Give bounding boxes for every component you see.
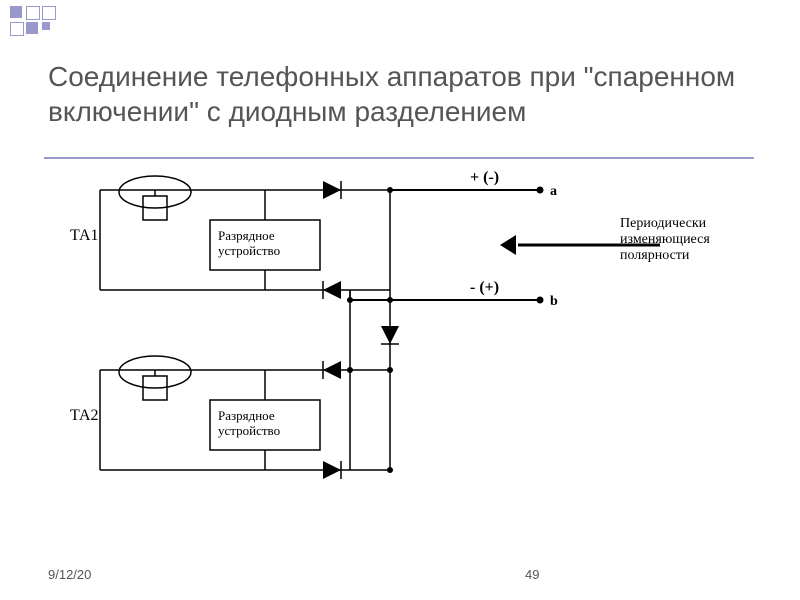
svg-text:+ (-): + (-)	[470, 170, 499, 186]
svg-text:ТА1: ТА1	[70, 227, 99, 244]
svg-text:Разрядное: Разрядное	[218, 408, 275, 423]
title-underline	[44, 157, 754, 159]
decor-square	[26, 22, 38, 34]
footer-page: 49	[525, 567, 539, 582]
circuit-diagram: РазрядноеустройствоТА1Разрядноеустройств…	[60, 170, 760, 540]
svg-text:устройство: устройство	[218, 243, 280, 258]
decor-square	[26, 6, 40, 20]
svg-text:b: b	[550, 294, 558, 309]
svg-text:устройство: устройство	[218, 423, 280, 438]
decor-square	[42, 6, 56, 20]
decor-square	[42, 22, 50, 30]
decor-square	[10, 22, 24, 36]
svg-text:полярности: полярности	[620, 248, 690, 263]
svg-text:Разрядное: Разрядное	[218, 228, 275, 243]
svg-text:ТА2: ТА2	[70, 407, 99, 424]
page-title: Соединение телефонных аппаратов при "спа…	[48, 59, 748, 129]
svg-text:изменяющиеся: изменяющиеся	[620, 232, 710, 247]
decor-square	[10, 6, 22, 18]
svg-text:- (+): - (+)	[470, 279, 499, 296]
svg-text:a: a	[550, 184, 557, 199]
svg-text:Периодически: Периодически	[620, 216, 707, 231]
footer-date: 9/12/20	[48, 567, 91, 582]
